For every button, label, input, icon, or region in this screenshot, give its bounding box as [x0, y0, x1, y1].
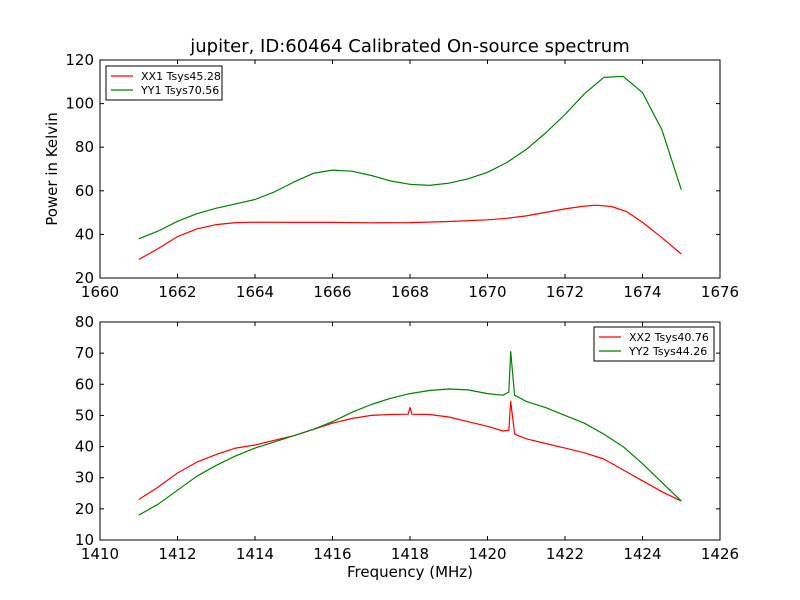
y-tick-label: 10: [75, 531, 94, 549]
x-tick-label: 1660: [81, 283, 119, 301]
series-line-1: [138, 204, 682, 261]
x-tick-label: 1662: [158, 283, 196, 301]
legend-entry: XX1 Tsys45.28: [141, 70, 221, 83]
series-line-2: [138, 75, 682, 240]
bottom-chart: Frequency (MHz) 1410 1412 1414 1416 1418 1420…: [75, 313, 739, 581]
x-tick-label: 1672: [546, 283, 584, 301]
x-tick-label: 1668: [391, 283, 429, 301]
y-tick-label: 60: [75, 182, 94, 200]
series-line-2: [138, 351, 682, 516]
y-tick-label: 60: [75, 375, 94, 393]
legend-box: [105, 65, 223, 101]
x-tick-label: 1418: [391, 545, 429, 563]
x-tick-label: 1426: [701, 545, 739, 563]
x-tick-label: 1666: [313, 283, 351, 301]
y-tick-label: 40: [75, 438, 94, 456]
y-tick-label: 20: [75, 500, 94, 518]
x-tick-label: 1674: [623, 283, 661, 301]
x-tick-label: 1670: [468, 283, 506, 301]
x-tick-label: 1416: [313, 545, 351, 563]
x-tick-label: 1410: [81, 545, 119, 563]
y-tick-label: 100: [65, 95, 94, 113]
legend-entry: XX2 Tsys40.76: [629, 331, 709, 344]
y-tick-label: 70: [75, 344, 94, 362]
legend-entry: YY1 Tsys70.56: [140, 84, 219, 97]
y-tick-label: 50: [75, 406, 94, 424]
plot-area: 1410 1412 1414 1416 1418 1420 1422 1424 1426 10 20…: [75, 313, 739, 563]
legend-entry: YY2 Tsys44.26: [628, 345, 707, 358]
y-tick-label: 30: [75, 469, 94, 487]
x-axis-label: Frequency (MHz): [347, 563, 473, 581]
x-tick-label: 1664: [236, 283, 274, 301]
y-axis-label: Power in Kelvin: [43, 112, 61, 226]
x-tick-label: 1422: [546, 545, 584, 563]
x-tick-label: 1414: [236, 545, 274, 563]
y-tick-label: 80: [75, 313, 94, 331]
legend-box: [593, 326, 715, 362]
x-tick-label: 1420: [468, 545, 506, 563]
series-line-1: [138, 400, 682, 502]
x-tick-label: 1424: [623, 545, 661, 563]
plot-area: 1660 1662 1664 1666 1668 1670 1672 1674 1676 20 40…: [65, 51, 739, 301]
x-tick-label: 1412: [158, 545, 196, 563]
y-tick-label: 40: [75, 225, 94, 243]
y-tick-label: 80: [75, 138, 94, 156]
top-chart: jupiter, ID:60464 Calibrated On-source s…: [43, 36, 739, 301]
y-tick-label: 20: [75, 269, 94, 287]
y-tick-label: 120: [65, 51, 94, 69]
x-tick-label: 1676: [701, 283, 739, 301]
chart-title: jupiter, ID:60464 Calibrated On-source s…: [189, 36, 630, 57]
